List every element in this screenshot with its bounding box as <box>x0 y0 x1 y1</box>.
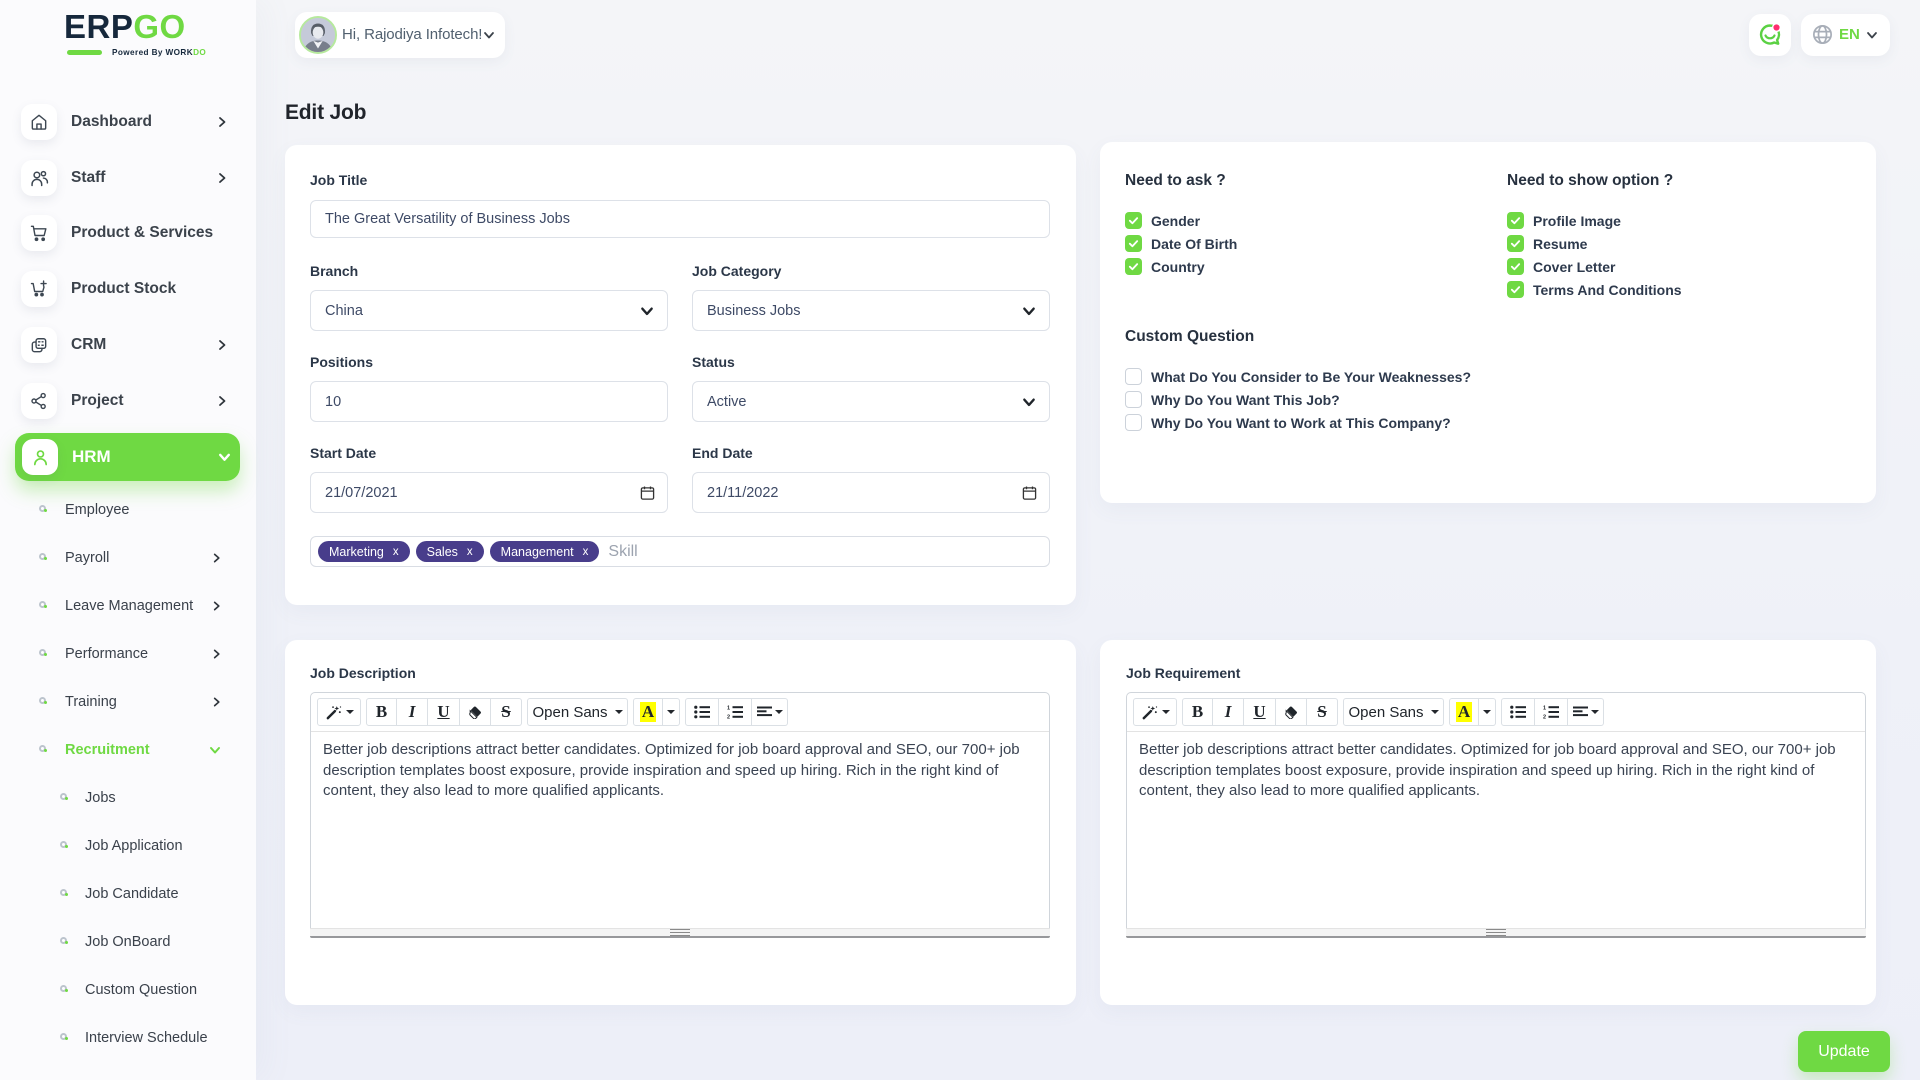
svg-text:1: 1 <box>727 706 730 712</box>
svg-text:1: 1 <box>1543 706 1546 712</box>
svg-text:2: 2 <box>1543 715 1546 719</box>
svg-text:2: 2 <box>727 715 730 719</box>
